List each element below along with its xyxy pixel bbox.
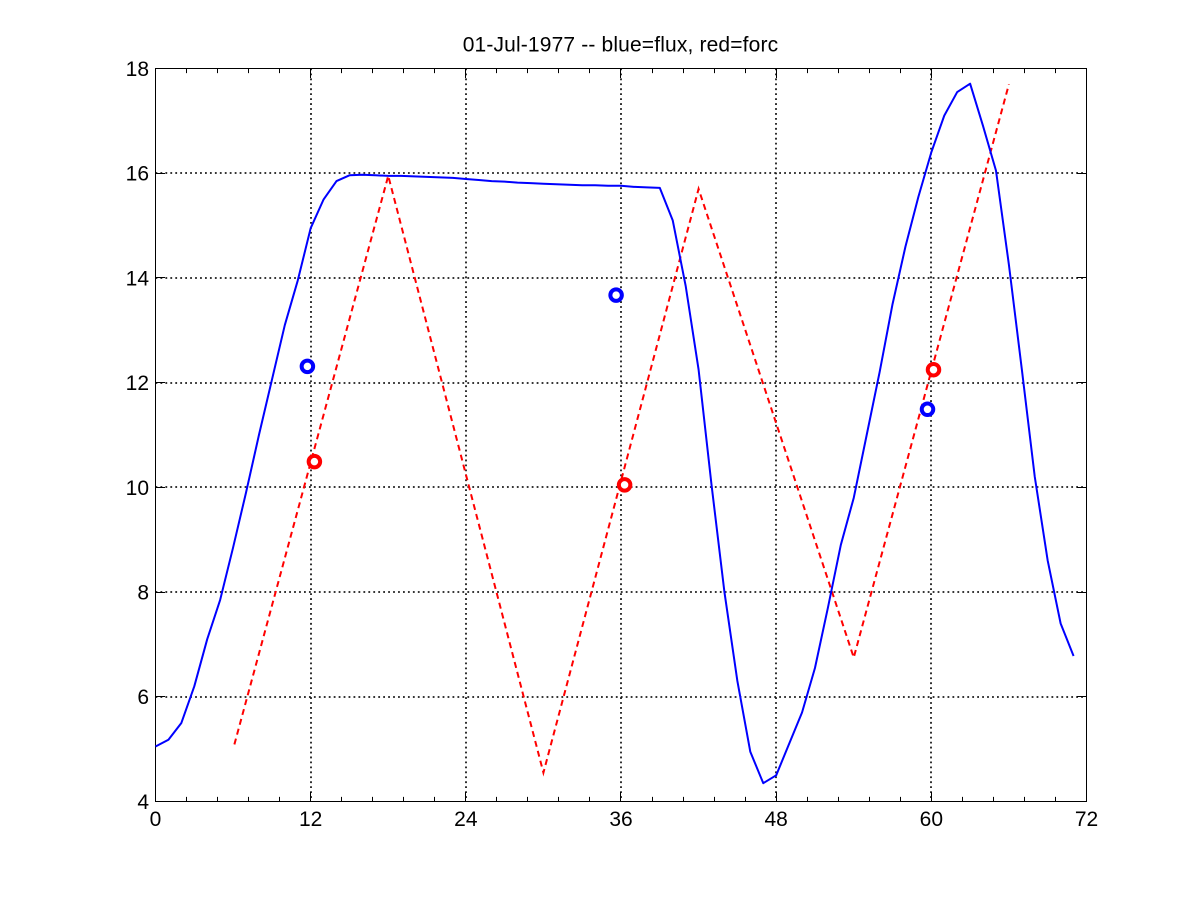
svg-text:6: 6 <box>137 686 149 709</box>
svg-text:01-Jul-1977 -- blue=flux, red=: 01-Jul-1977 -- blue=flux, red=forc <box>463 33 779 56</box>
svg-text:8: 8 <box>137 581 149 604</box>
svg-text:16: 16 <box>126 163 149 186</box>
svg-text:18: 18 <box>126 58 149 81</box>
svg-text:14: 14 <box>126 267 150 290</box>
svg-text:24: 24 <box>454 808 478 831</box>
svg-text:36: 36 <box>609 808 632 831</box>
svg-text:4: 4 <box>137 791 149 814</box>
svg-text:72: 72 <box>1075 808 1098 831</box>
svg-text:12: 12 <box>126 372 149 395</box>
svg-text:10: 10 <box>126 477 149 500</box>
svg-text:12: 12 <box>299 808 322 831</box>
svg-text:60: 60 <box>920 808 943 831</box>
svg-text:48: 48 <box>764 808 787 831</box>
svg-text:0: 0 <box>150 808 162 831</box>
